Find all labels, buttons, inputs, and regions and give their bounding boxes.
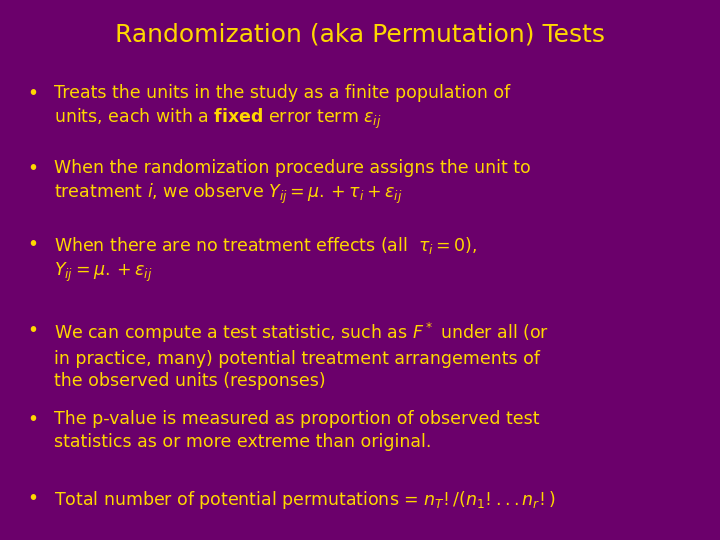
Text: The p-value is measured as proportion of observed test
statistics as or more ext: The p-value is measured as proportion of… [54,410,539,450]
Text: •: • [27,321,38,340]
Text: We can compute a test statistic, such as $F^*$ under all (or
in practice, many) : We can compute a test statistic, such as… [54,321,549,390]
Text: When the randomization procedure assigns the unit to
treatment $i$, we observe $: When the randomization procedure assigns… [54,159,531,206]
Text: Randomization (aka Permutation) Tests: Randomization (aka Permutation) Tests [115,23,605,46]
Text: •: • [27,489,38,508]
Text: •: • [27,410,38,429]
Text: When there are no treatment effects (all  $\tau_i = 0),$
$Y_{ij} = \mu. + \varep: When there are no treatment effects (all… [54,235,477,284]
Text: •: • [27,159,38,178]
Text: Treats the units in the study as a finite population of
units, each with a $\mat: Treats the units in the study as a finit… [54,84,510,131]
Text: Total number of potential permutations = $n_T!/(n_1!...n_r!)$: Total number of potential permutations =… [54,489,556,511]
Text: •: • [27,235,38,254]
Text: •: • [27,84,38,103]
